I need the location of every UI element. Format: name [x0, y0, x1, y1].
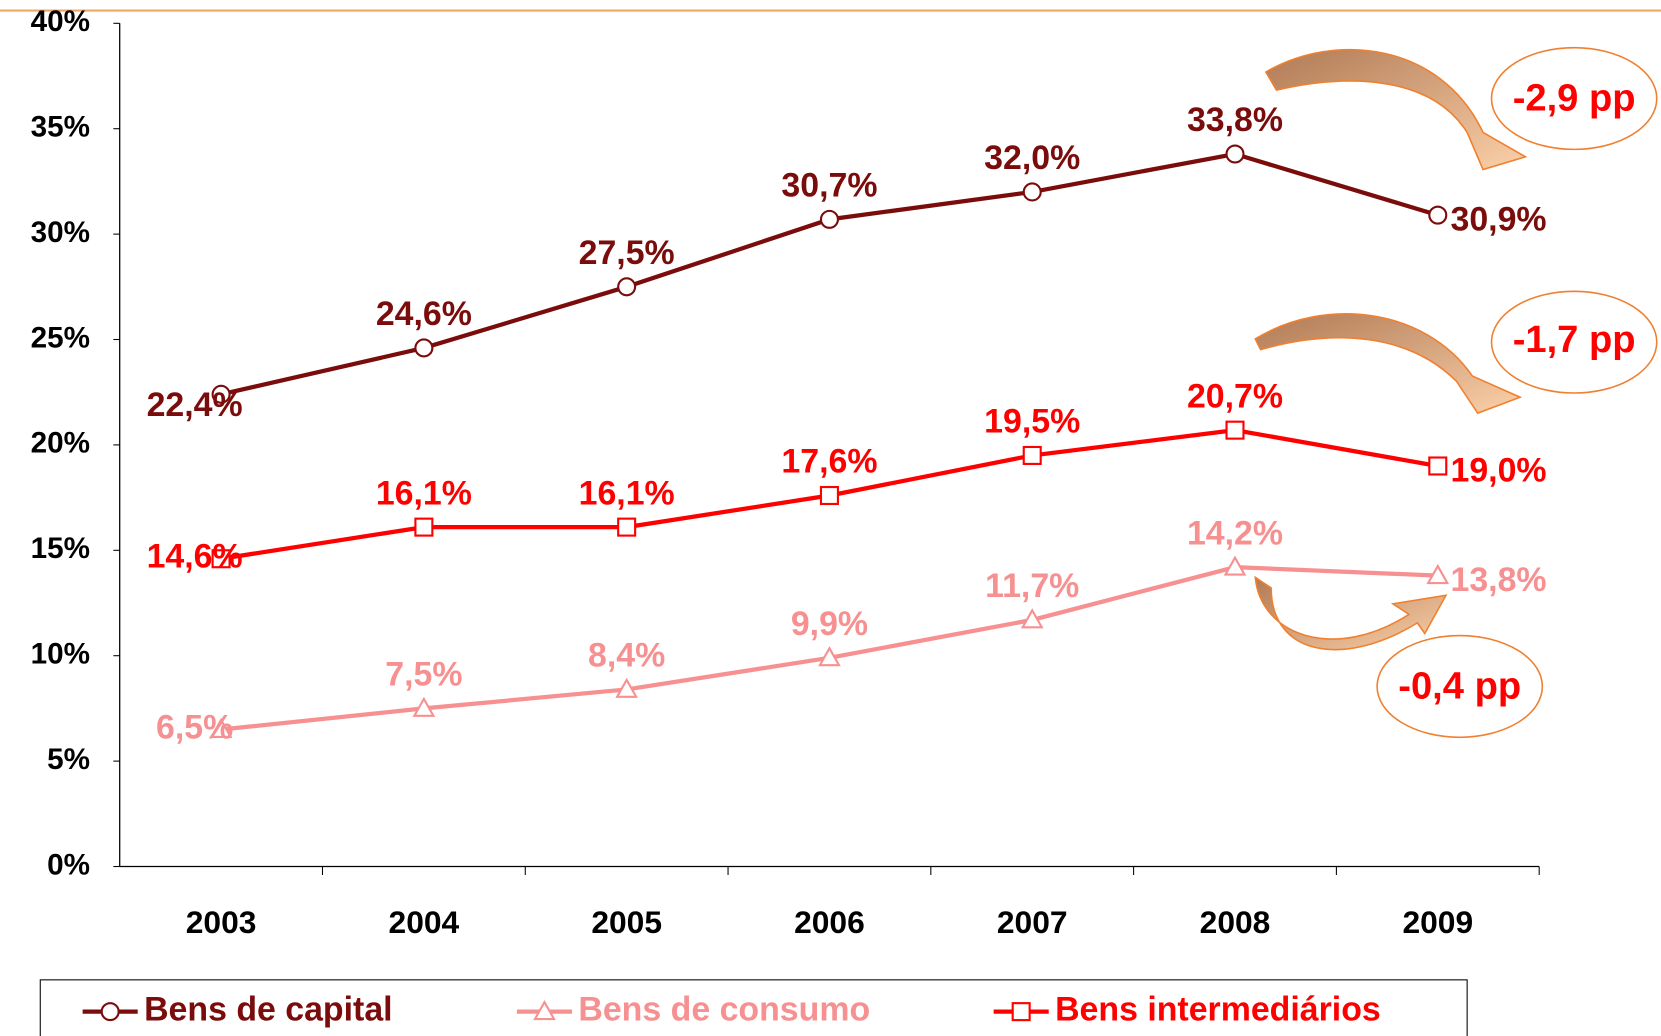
- y-tick-label: 25%: [31, 321, 90, 354]
- y-tick-label: 5%: [47, 743, 90, 776]
- point: [415, 339, 432, 356]
- legend-label: Bens de capital: [144, 991, 393, 1029]
- legend-label: Bens intermediários: [1055, 991, 1381, 1029]
- data-label: 32,0%: [984, 139, 1080, 177]
- point: [821, 487, 838, 504]
- x-tick-label: 2008: [1200, 904, 1271, 940]
- data-label: 17,6%: [781, 443, 877, 481]
- point: [1429, 207, 1446, 224]
- point: [618, 278, 635, 295]
- y-tick-label: 10%: [31, 638, 90, 671]
- y-tick-label: 35%: [31, 111, 90, 144]
- y-tick-label: 0%: [47, 848, 90, 881]
- data-label: 14,6%: [147, 538, 243, 576]
- x-tick-label: 2006: [794, 904, 865, 940]
- data-label: 16,1%: [579, 474, 675, 512]
- data-label: 30,7%: [781, 167, 877, 205]
- data-label: 8,4%: [588, 637, 665, 675]
- legend-label: Bens de consumo: [578, 991, 870, 1029]
- data-label: 30,9%: [1450, 200, 1546, 238]
- page: {"chart_data": {"type": "line", "categor…: [0, 0, 1661, 1036]
- y-tick-label: 15%: [31, 532, 90, 565]
- x-tick-label: 2009: [1402, 904, 1473, 940]
- point: [415, 519, 432, 536]
- y-tick-label: 20%: [31, 427, 90, 460]
- data-label: 7,5%: [385, 656, 462, 694]
- point: [1227, 422, 1244, 439]
- point: [1024, 447, 1041, 464]
- y-tick-label: 30%: [31, 216, 90, 249]
- arrow: [1255, 314, 1520, 413]
- y-tick-label: 40%: [31, 5, 90, 38]
- arrow: [1266, 50, 1526, 170]
- data-label: 19,5%: [984, 403, 1080, 441]
- chart: 0% 5% 10% 15% 20% 25% 30% 35% 40% 2003 2004 2005 200…: [0, 0, 1661, 1036]
- legend-marker: [102, 1003, 119, 1020]
- x-tick-label: 2004: [389, 904, 460, 940]
- x-tick-label: 2007: [997, 904, 1068, 940]
- point: [1227, 146, 1244, 163]
- annotation: -1,7 pp: [1513, 318, 1636, 361]
- data-label: 14,2%: [1187, 514, 1283, 552]
- annotation: -2,9 pp: [1513, 77, 1636, 120]
- data-label: 11,7%: [985, 567, 1079, 605]
- data-label: 9,9%: [791, 605, 868, 643]
- x-tick-label: 2003: [186, 904, 257, 940]
- annotation: -0,4 pp: [1398, 665, 1521, 708]
- data-label: 33,8%: [1187, 101, 1283, 139]
- data-label: 19,0%: [1450, 451, 1546, 489]
- data-label: 22,4%: [147, 386, 243, 424]
- data-label: 13,8%: [1450, 561, 1546, 599]
- point: [1024, 183, 1041, 200]
- data-label: 27,5%: [579, 234, 675, 272]
- arrow: [1255, 577, 1446, 649]
- data-label: 24,6%: [376, 295, 472, 333]
- x-tick-label: 2005: [591, 904, 662, 940]
- data-label: 6,5%: [156, 708, 233, 746]
- point: [821, 211, 838, 228]
- legend-marker: [1013, 1003, 1030, 1020]
- point: [1429, 458, 1446, 475]
- point: [618, 519, 635, 536]
- data-label: 20,7%: [1187, 377, 1283, 415]
- data-label: 16,1%: [376, 474, 472, 512]
